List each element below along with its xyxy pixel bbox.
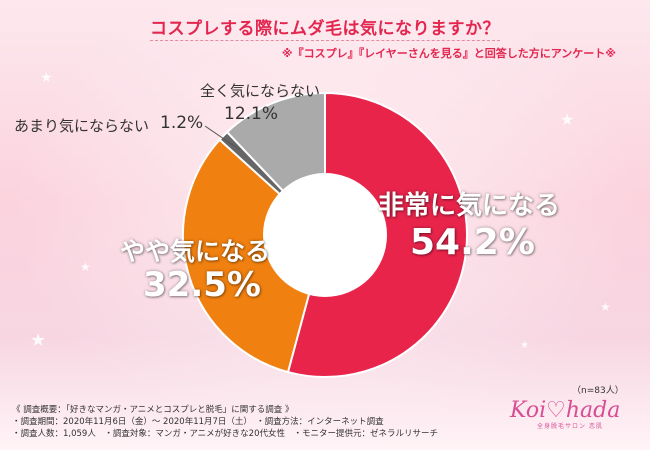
survey-title: 《 調査概要：「好きなマンガ・アニメとコスプレと脱毛」に関する調査 》 (12, 405, 294, 415)
star-decoration: ★ (560, 110, 575, 129)
slice-label-very-concerned: 非常に気になる (378, 191, 561, 221)
slice-value-somewhat-concerned: 32.5% (143, 265, 261, 305)
chart-subtitle: ※『コスプレ』『レイヤーさんを見る』と回答した方にアンケート※ (281, 47, 616, 60)
chart-title: コスプレする際にムダ毛は気になりますか？ (150, 19, 500, 39)
slice-label-not-very-concerned: あまり気にならない (14, 117, 150, 135)
slice-value-very-concerned: 54.2% (410, 222, 535, 263)
star-decoration: ★ (80, 260, 91, 274)
star-decoration: ★ (600, 300, 611, 314)
title-divider (150, 40, 500, 41)
survey-period: ・調査期間：2020年11月6日（金）～ 2020年11月7日（土） ・調査方法… (12, 417, 384, 427)
logo-subtext: 全身脱毛サロン 恋肌 (537, 423, 603, 430)
slice-label-somewhat-concerned: やや気になる (120, 237, 271, 266)
slice-value-not-very-concerned: 1.2% (160, 113, 204, 133)
slice-label-not-concerned: 全く気にならない (200, 82, 321, 100)
leader-line (204, 125, 241, 151)
sample-size-label: （n=83人） (572, 386, 624, 396)
survey-summary: 《 調査概要：「好きなマンガ・アニメとコスプレと脱毛」に関する調査 》 ・調査期… (12, 404, 438, 440)
star-decoration: ★ (40, 70, 53, 86)
survey-target: ・調査人数：1,059人 ・調査対象：マンガ・アニメが好きな20代女性 ・モニタ… (12, 429, 438, 439)
donut-hole (263, 173, 387, 297)
logo-text: Koi♡hada (510, 398, 621, 423)
brand-logo: Koi♡hada 全身脱毛サロン 恋肌 (510, 398, 630, 442)
star-decoration: ★ (30, 330, 47, 351)
slice-value-not-concerned: 12.1% (224, 104, 279, 124)
slice-somewhat-concerned (182, 138, 327, 374)
star-decoration: ★ (520, 340, 529, 351)
